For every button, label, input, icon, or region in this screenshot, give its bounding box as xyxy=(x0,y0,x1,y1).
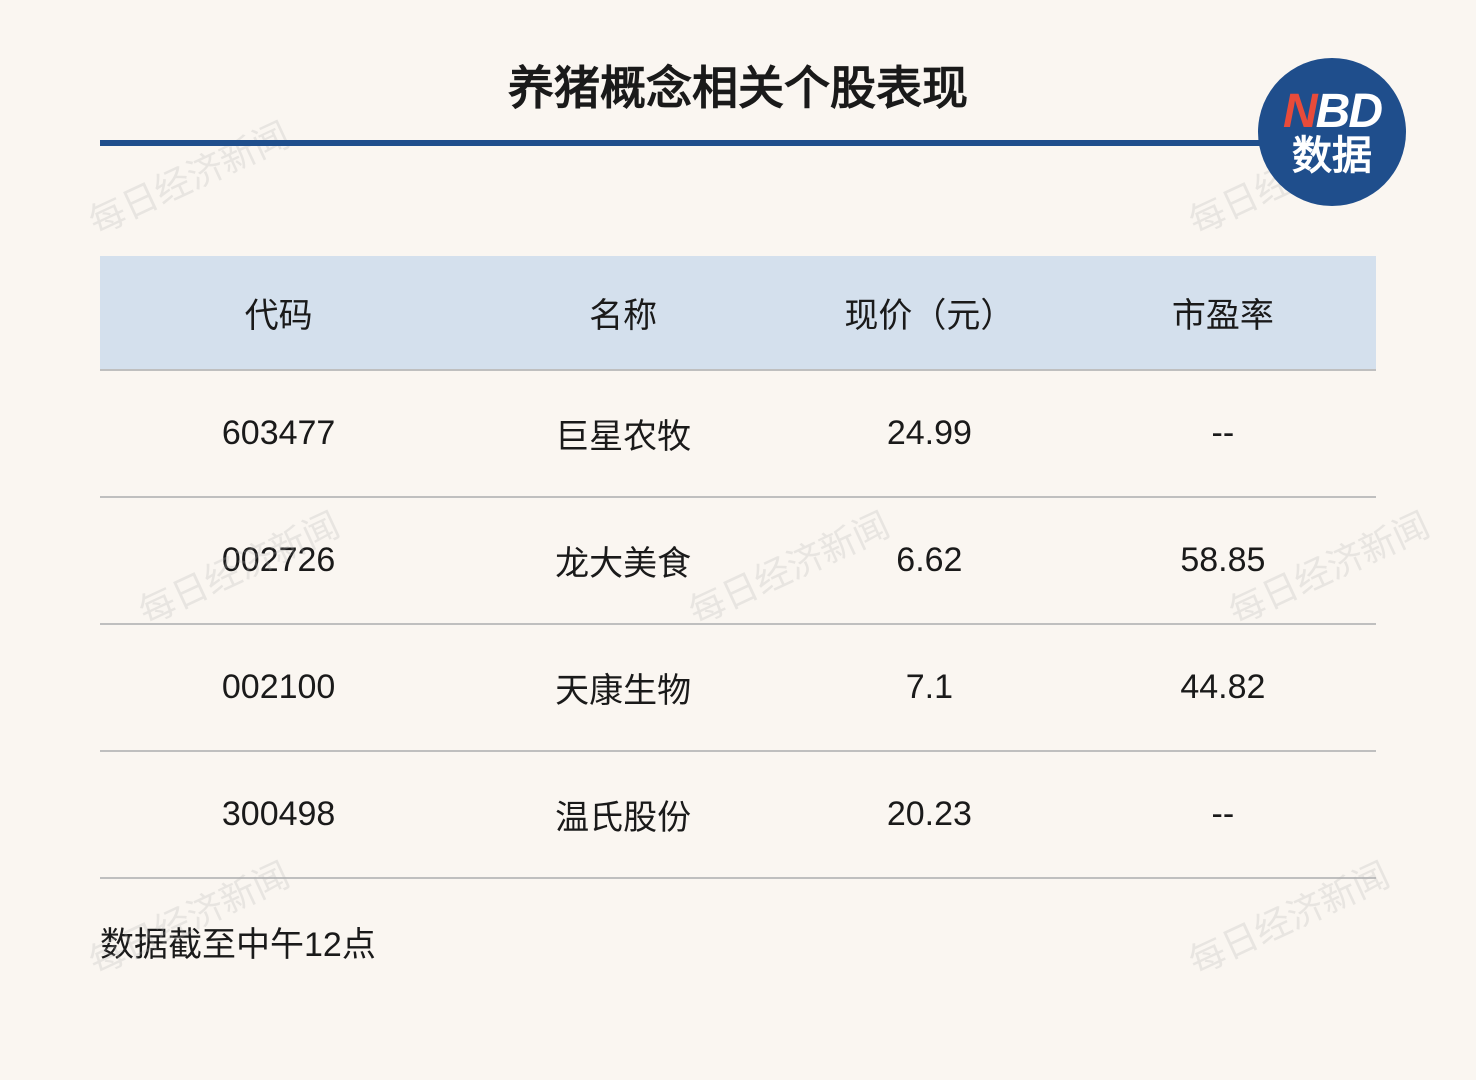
header-area: 养猪概念相关个股表现 NBD 数据 xyxy=(0,0,1476,146)
table-cell: -- xyxy=(1070,751,1376,878)
table-row: 002726龙大美食6.6258.85 xyxy=(100,497,1376,624)
col-header-price: 现价（元） xyxy=(789,256,1070,370)
table-cell: 603477 xyxy=(100,370,457,497)
table-cell: -- xyxy=(1070,370,1376,497)
table-cell: 24.99 xyxy=(789,370,1070,497)
table-cell: 44.82 xyxy=(1070,624,1376,751)
table-row: 002100天康生物7.144.82 xyxy=(100,624,1376,751)
table-cell: 002100 xyxy=(100,624,457,751)
page-title: 养猪概念相关个股表现 xyxy=(0,52,1476,118)
table-cell: 6.62 xyxy=(789,497,1070,624)
stock-table-container: 代码 名称 现价（元） 市盈率 603477巨星农牧24.99--002726龙… xyxy=(100,256,1376,879)
table-cell: 龙大美食 xyxy=(457,497,789,624)
table-row: 300498温氏股份20.23-- xyxy=(100,751,1376,878)
logo-letter-n: N xyxy=(1283,85,1316,138)
col-header-name: 名称 xyxy=(457,256,789,370)
table-cell: 300498 xyxy=(100,751,457,878)
table-header-row: 代码 名称 现价（元） 市盈率 xyxy=(100,256,1376,370)
table-cell: 天康生物 xyxy=(457,624,789,751)
table-cell: 巨星农牧 xyxy=(457,370,789,497)
table-cell: 002726 xyxy=(100,497,457,624)
table-row: 603477巨星农牧24.99-- xyxy=(100,370,1376,497)
table-cell: 7.1 xyxy=(789,624,1070,751)
footnote: 数据截至中午12点 xyxy=(100,917,1376,966)
stock-table: 代码 名称 现价（元） 市盈率 603477巨星农牧24.99--002726龙… xyxy=(100,256,1376,879)
col-header-pe: 市盈率 xyxy=(1070,256,1376,370)
table-cell: 58.85 xyxy=(1070,497,1376,624)
col-header-code: 代码 xyxy=(100,256,457,370)
title-underline xyxy=(100,140,1376,146)
table-cell: 温氏股份 xyxy=(457,751,789,878)
logo-line-2: 数据 xyxy=(1292,135,1372,177)
logo-line-1: NBD xyxy=(1283,87,1381,137)
nbd-logo-badge: NBD 数据 xyxy=(1258,58,1406,206)
table-cell: 20.23 xyxy=(789,751,1070,878)
logo-letters-bd: BD xyxy=(1316,85,1381,138)
table-body: 603477巨星农牧24.99--002726龙大美食6.6258.850021… xyxy=(100,370,1376,878)
